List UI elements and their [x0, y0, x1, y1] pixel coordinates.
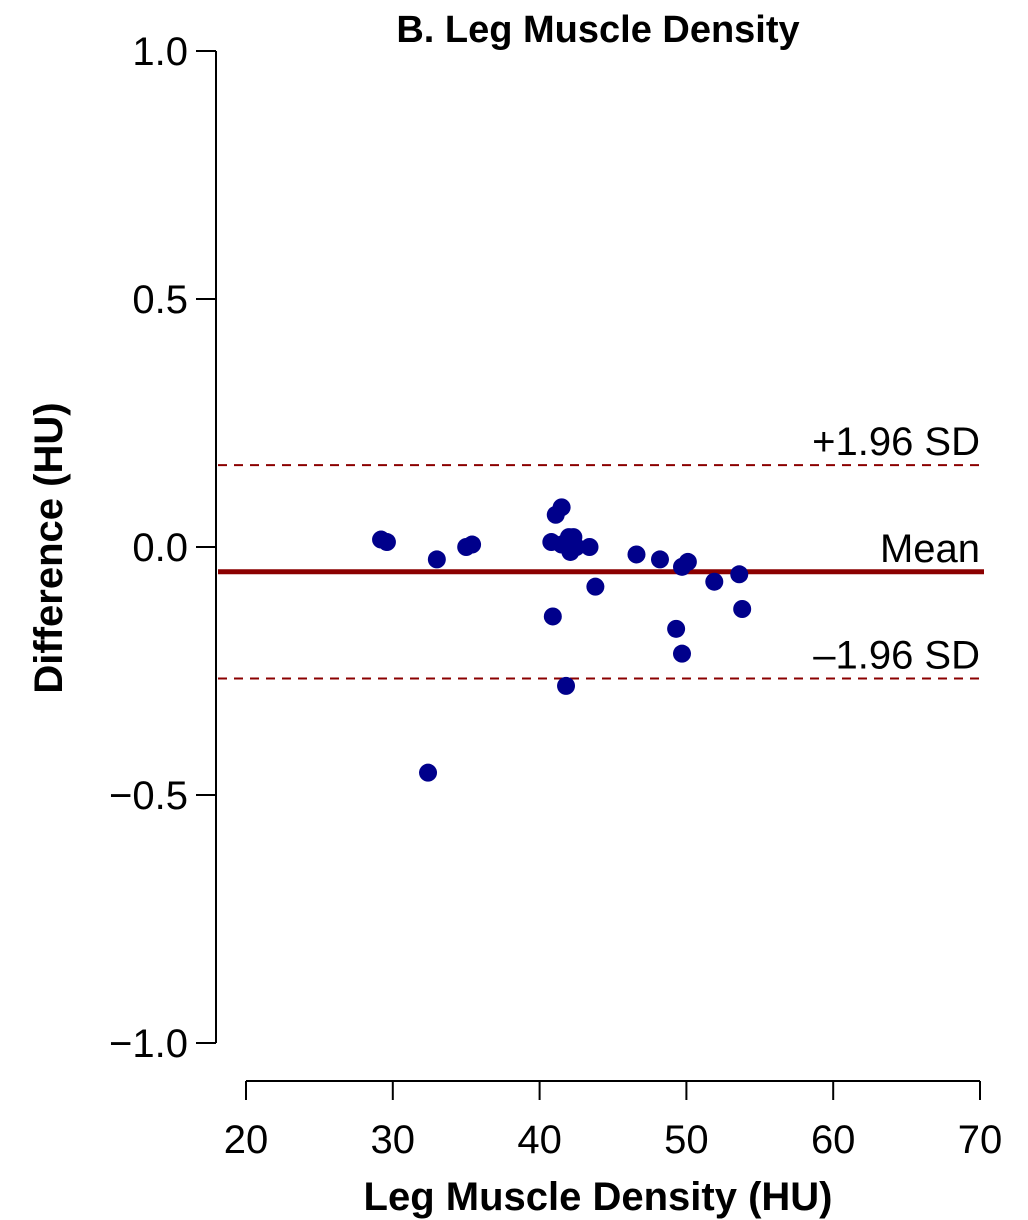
- data-points: [372, 498, 752, 782]
- x-tick-label: 50: [664, 1118, 709, 1162]
- y-tick-label: −1.0: [109, 1022, 188, 1066]
- data-point: [557, 676, 576, 695]
- data-point: [667, 619, 686, 638]
- data-point: [463, 535, 482, 554]
- data-point: [419, 763, 438, 782]
- data-point: [730, 565, 749, 584]
- reference-lines: +1.96 SD Mean –1.96 SD: [218, 420, 984, 680]
- y-axis: −1.0 −0.5 0.0 0.5 1.0: [109, 30, 217, 1066]
- x-axis-title: Leg Muscle Density (HU): [364, 1175, 833, 1219]
- data-point: [705, 572, 724, 591]
- mean-label: Mean: [880, 527, 980, 571]
- x-tick-label: 20: [224, 1118, 269, 1162]
- sd-limit-label: +1.96 SD: [812, 420, 980, 464]
- y-tick-label: 1.0: [132, 30, 188, 74]
- y-tick-label: 0.5: [132, 278, 188, 322]
- x-tick-label: 30: [371, 1118, 416, 1162]
- data-point: [427, 550, 446, 569]
- data-point: [586, 577, 605, 596]
- chart-title: B. Leg Muscle Density: [396, 9, 799, 51]
- y-axis-title: Difference (HU): [27, 402, 71, 693]
- y-tick-label: −0.5: [109, 774, 188, 818]
- data-point: [678, 552, 697, 571]
- data-point: [627, 545, 646, 564]
- x-tick-label: 40: [517, 1118, 562, 1162]
- sd-limit-label: –1.96 SD: [813, 633, 980, 677]
- data-point: [580, 538, 599, 556]
- data-point: [377, 533, 396, 552]
- data-point: [672, 644, 691, 663]
- x-axis: 20 30 40 50 60 70: [224, 1080, 1003, 1162]
- x-tick-label: 70: [958, 1118, 1003, 1162]
- data-point: [733, 600, 752, 618]
- data-point: [552, 498, 571, 517]
- x-tick-label: 60: [811, 1118, 856, 1162]
- data-point: [650, 550, 669, 569]
- data-point: [567, 538, 586, 556]
- y-tick-label: 0.0: [132, 526, 188, 570]
- data-point: [543, 607, 562, 626]
